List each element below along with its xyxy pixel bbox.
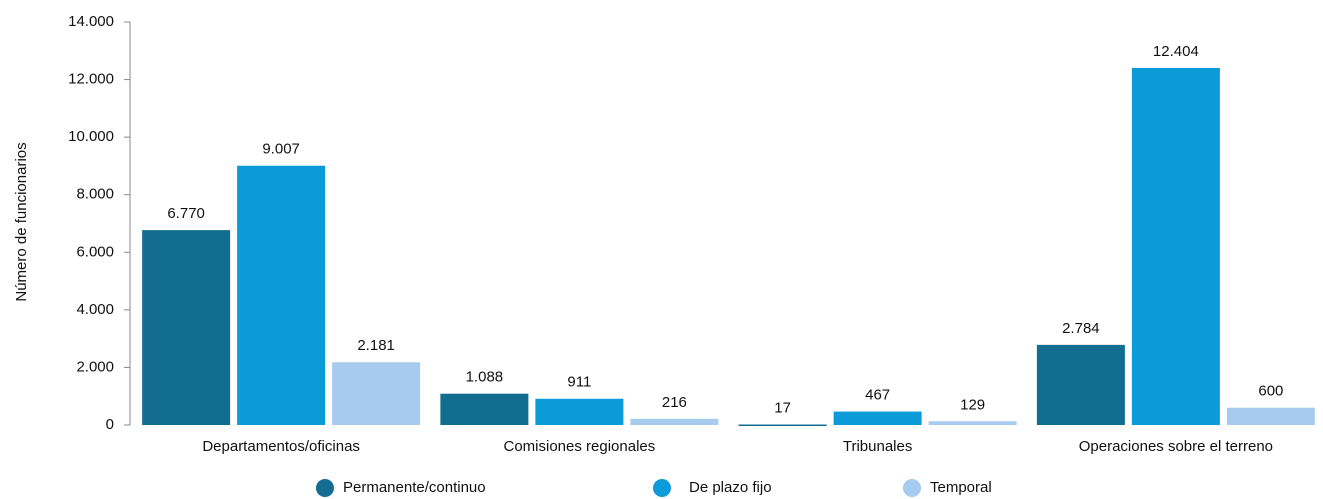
legend-label: Permanente/continuo	[343, 479, 486, 496]
bar	[332, 362, 421, 425]
value-label: 6.770	[167, 205, 205, 222]
bar	[1131, 67, 1220, 425]
value-label: 17	[774, 399, 791, 416]
y-axis-label: Número de funcionarios	[13, 142, 30, 301]
bar	[833, 411, 922, 425]
legend-swatch	[316, 479, 334, 497]
value-label: 12.404	[1153, 43, 1199, 60]
y-tick-label: 6.000	[76, 243, 114, 260]
legend-label: Temporal	[930, 479, 992, 496]
legend-label: De plazo fijo	[689, 479, 772, 496]
y-tick-label: 0	[106, 416, 114, 433]
y-tick-label: 12.000	[68, 71, 114, 88]
value-label: 216	[662, 394, 687, 411]
value-label: 600	[1258, 383, 1283, 400]
value-label: 9.007	[262, 141, 300, 158]
bar	[928, 421, 1017, 425]
y-tick-label: 14.000	[68, 13, 114, 30]
value-label: 467	[865, 387, 890, 404]
value-label: 2.181	[357, 337, 395, 354]
x-tick-label: Comisiones regionales	[504, 438, 656, 455]
value-label: 2.784	[1062, 320, 1100, 337]
x-tick-label: Tribunales	[843, 438, 912, 455]
bar	[1036, 344, 1125, 425]
bar	[630, 418, 719, 425]
x-tick-label: Departamentos/oficinas	[202, 438, 360, 455]
y-tick-label: 2.000	[76, 358, 114, 375]
bar	[237, 165, 326, 426]
value-label: 1.088	[466, 369, 504, 386]
legend-swatch	[903, 479, 921, 497]
x-tick-label: Operaciones sobre el terreno	[1079, 438, 1273, 455]
bar	[142, 230, 231, 425]
y-tick-label: 10.000	[68, 128, 114, 145]
y-tick-label: 8.000	[76, 186, 114, 203]
bar	[738, 424, 827, 427]
bar	[1226, 407, 1315, 425]
value-label: 911	[567, 374, 591, 391]
y-tick-label: 4.000	[76, 301, 114, 318]
bar	[535, 398, 624, 425]
value-label: 129	[960, 396, 985, 413]
bar	[440, 393, 529, 425]
legend-swatch	[653, 479, 671, 497]
